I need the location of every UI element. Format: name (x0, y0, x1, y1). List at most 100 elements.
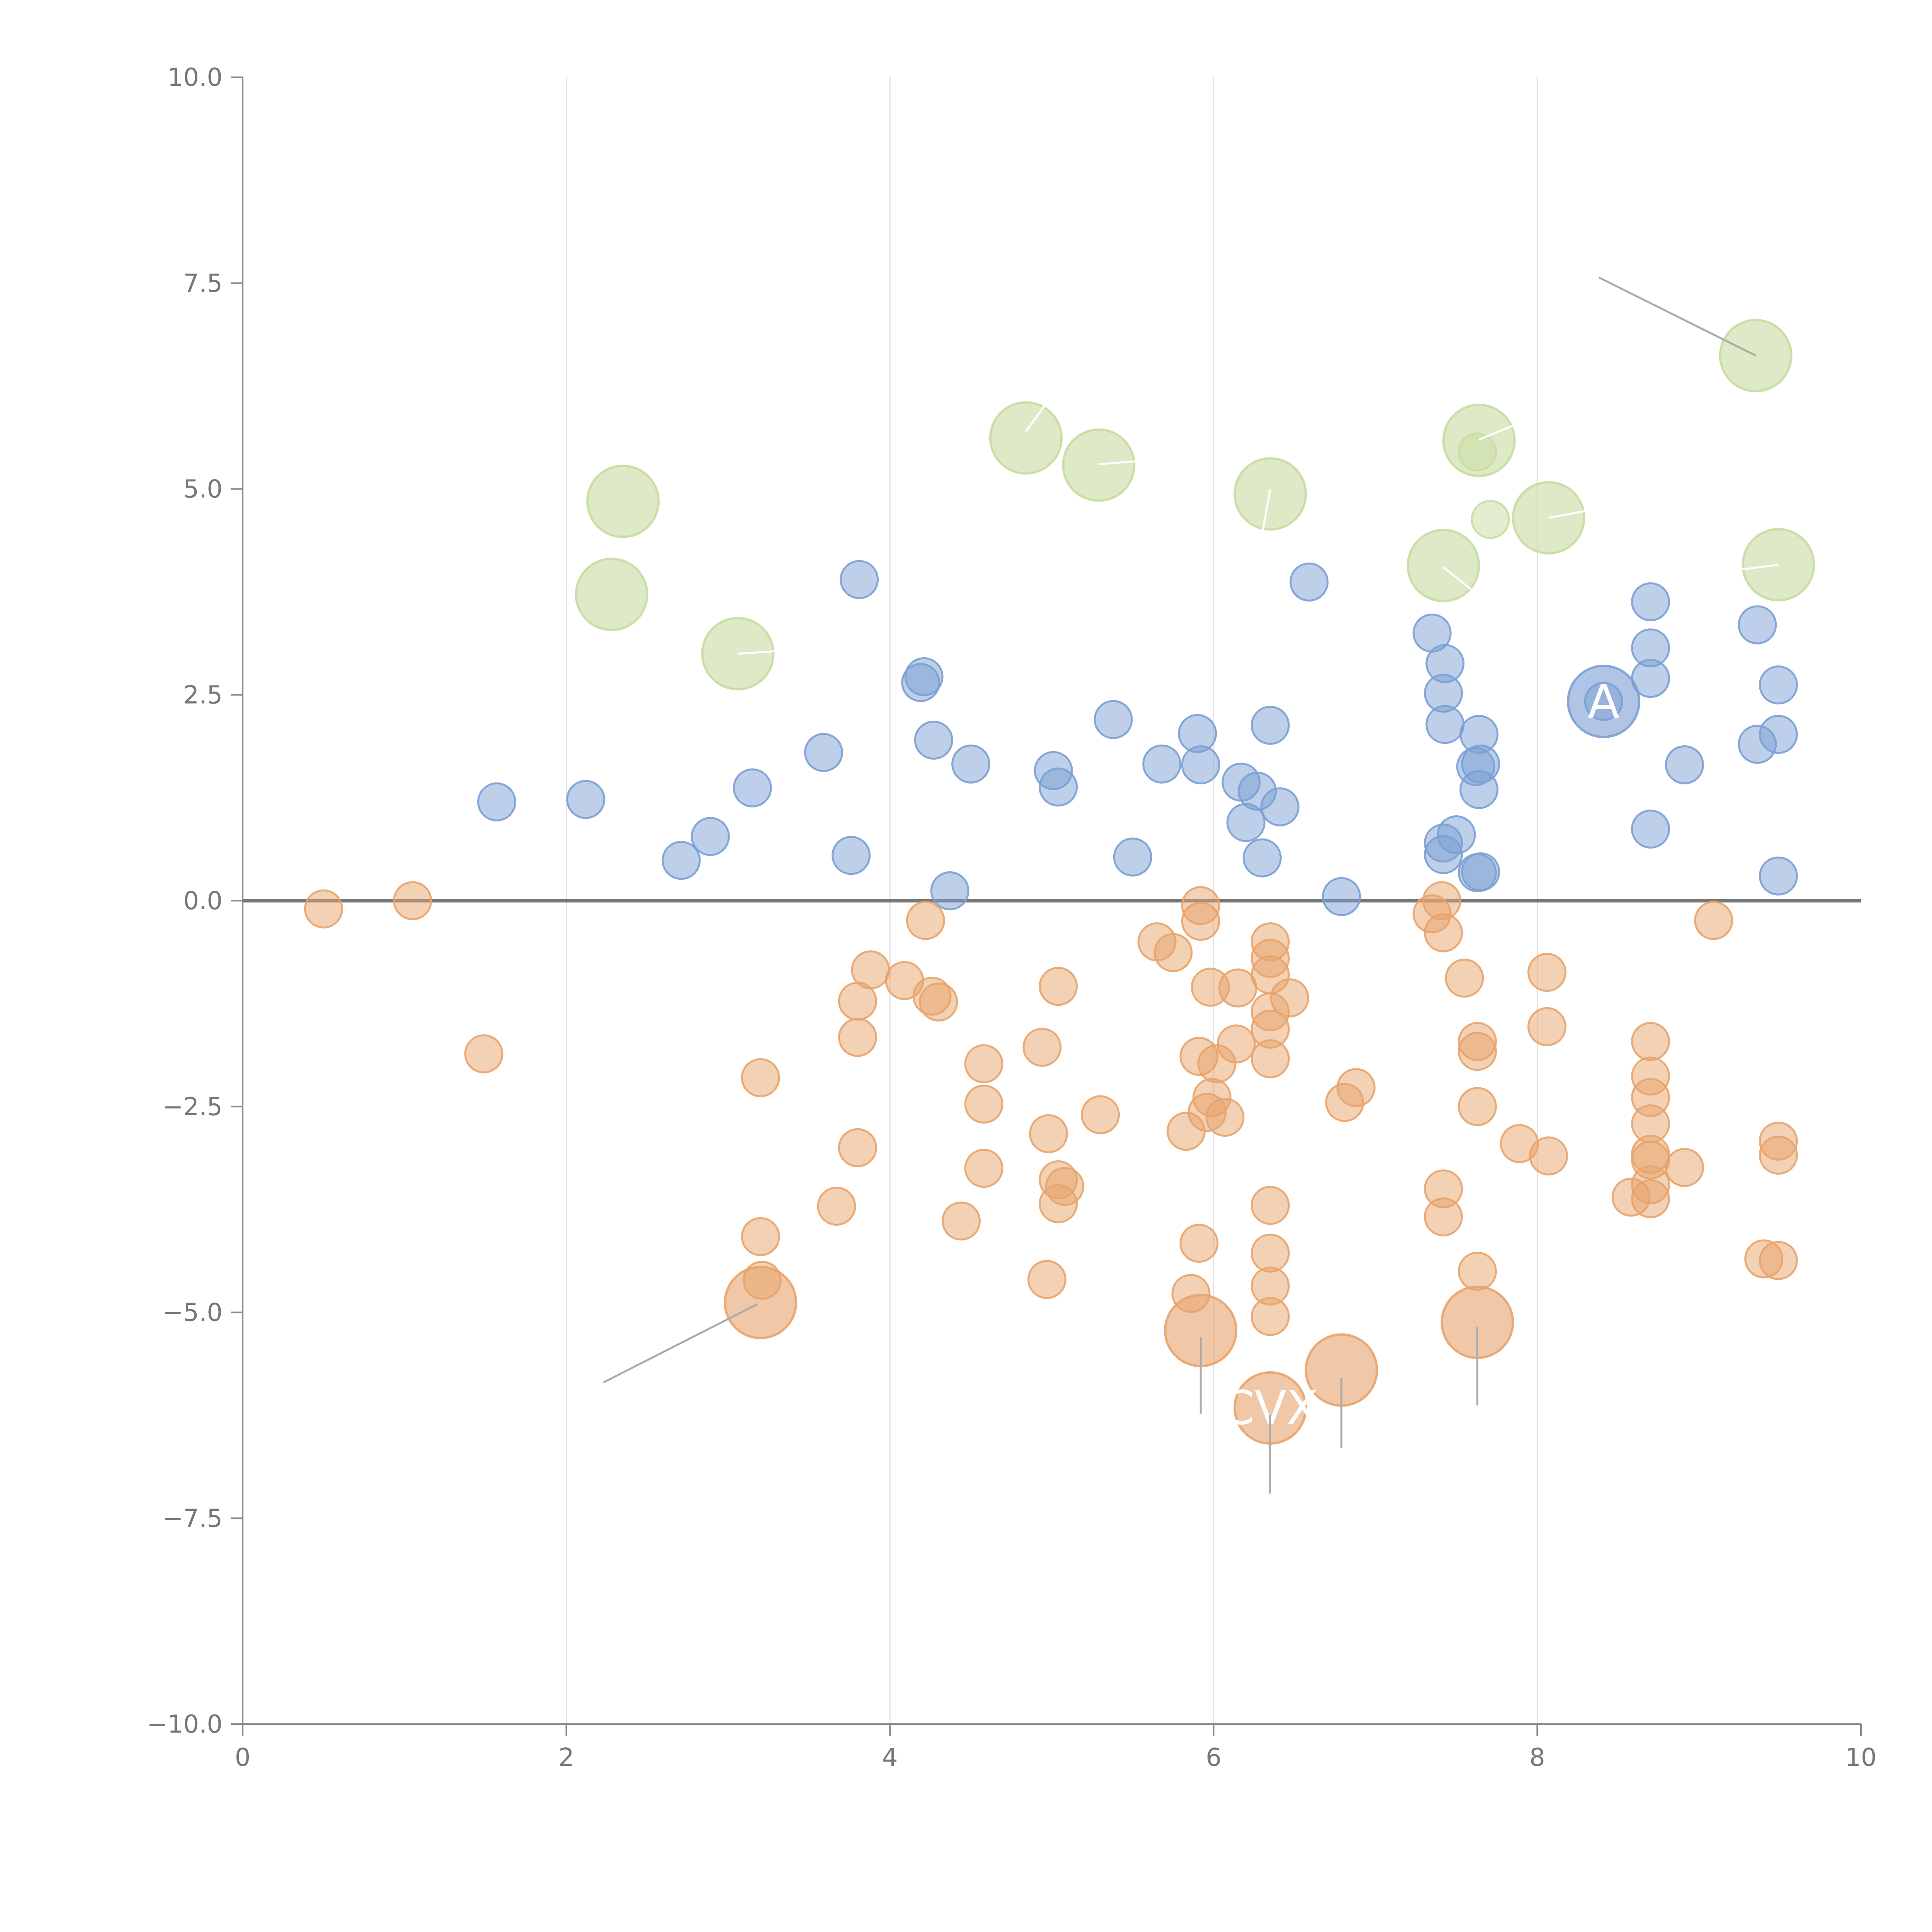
positive-point (1039, 767, 1078, 807)
positive-point (840, 560, 879, 599)
positive-point (1437, 815, 1476, 855)
y-tick-label: 2.5 (183, 681, 223, 709)
negative-point (393, 881, 432, 920)
negative-point (838, 1128, 877, 1167)
negative-point (741, 1058, 780, 1097)
negative-point (1759, 1241, 1798, 1280)
positive-point (1322, 877, 1361, 916)
negative-point (964, 1149, 1003, 1188)
negative-point (1665, 1148, 1704, 1187)
negative-point (1027, 1260, 1066, 1299)
negative-point (1216, 1024, 1256, 1064)
negative-point (838, 1018, 877, 1057)
leader-line (1598, 276, 1756, 357)
y-tick-label: 5.0 (183, 475, 223, 504)
negative-point (964, 1044, 1003, 1083)
positive-point (930, 871, 969, 910)
x-tick-label: 2 (558, 1743, 574, 1772)
y-tick-label: −10.0 (147, 1710, 223, 1739)
positive-point (566, 780, 605, 819)
negative-point (1270, 978, 1310, 1017)
negative-point (964, 1084, 1003, 1124)
positive-point (1094, 700, 1133, 739)
negative-point (1250, 1297, 1290, 1336)
leader-line (603, 1303, 758, 1383)
x-tick-label: 8 (1529, 1743, 1545, 1772)
negative-point (919, 982, 958, 1022)
negative-point (1250, 1185, 1290, 1225)
highlighted-point (1406, 529, 1480, 602)
positive-point (951, 744, 991, 784)
axes: 0 2 4 6 8 10 10.0 7.5 5.0 2.5 0.0 −2.5 −5.0 −7.5 −10.0 (147, 63, 1877, 1772)
positive-point (832, 836, 871, 875)
x-tick-label: 6 (1206, 1743, 1221, 1772)
negative-point (1631, 1022, 1670, 1061)
positive-point (904, 657, 944, 696)
positive-point (1242, 838, 1282, 878)
x-tick-label: 4 (882, 1743, 898, 1772)
negative-point (1153, 933, 1193, 972)
positive-point (1461, 744, 1500, 784)
negative-point (1022, 1027, 1062, 1067)
highlighted-point (989, 401, 1063, 475)
positive-point (1289, 562, 1329, 602)
positive-point (662, 841, 701, 880)
y-tick-label: 7.5 (183, 269, 223, 298)
negative-point (1205, 1097, 1245, 1137)
positive-point (477, 782, 517, 821)
point-label: A (1588, 675, 1619, 729)
leader-line (1442, 566, 1478, 595)
negative-point (1039, 967, 1078, 1006)
negative-point (1250, 1233, 1290, 1273)
negative-point (1458, 1032, 1497, 1071)
negative-point (1527, 952, 1567, 992)
negative-point (1181, 901, 1220, 941)
negative-point (1759, 1135, 1798, 1175)
highlighted-point (1062, 428, 1136, 502)
negative-point (851, 950, 890, 990)
negative-point (1458, 1087, 1497, 1126)
highlighted-point (1442, 403, 1516, 477)
negative-point (906, 901, 945, 940)
y-tick-label: −5.0 (163, 1299, 223, 1327)
negative-point (1527, 1007, 1567, 1046)
y-tick-label: 0.0 (183, 887, 223, 915)
highlighted-point (1512, 481, 1585, 555)
positive-point (1759, 856, 1798, 896)
negative-point (1445, 958, 1484, 998)
leader-line (1478, 418, 1530, 440)
x-tick-label: 10 (1845, 1743, 1876, 1772)
positive-point (1461, 852, 1500, 891)
positive-point (1631, 582, 1670, 621)
negative-point (1694, 901, 1733, 940)
positive-point (914, 720, 953, 760)
neutral-point (1471, 500, 1510, 539)
negative-point (817, 1187, 856, 1226)
leader-line (1025, 402, 1048, 432)
negative-point (1423, 913, 1463, 952)
positive-point (1759, 665, 1798, 705)
negative-point (741, 1217, 780, 1256)
positive-point (804, 733, 843, 772)
negative-point (1529, 1136, 1568, 1176)
negative-point (1631, 1179, 1670, 1218)
highlighted-point (724, 1265, 798, 1339)
negative-point (464, 1034, 503, 1073)
positive-point (1250, 706, 1290, 745)
y-tick-label: −2.5 (163, 1093, 223, 1121)
negative-point (304, 889, 343, 929)
y-tick-label: −7.5 (163, 1504, 223, 1533)
leader-line (738, 648, 801, 655)
positive-point (1181, 745, 1220, 784)
positive-point (1631, 810, 1670, 849)
highlighted-point (1567, 665, 1641, 738)
leader-line (1099, 459, 1149, 466)
positive-point (1759, 715, 1798, 754)
negative-point (1336, 1068, 1376, 1107)
positive-point (1425, 644, 1465, 683)
leader-line (1715, 564, 1779, 574)
leader-line (1261, 489, 1271, 535)
negative-point (1250, 1039, 1290, 1078)
negative-point (1039, 1184, 1078, 1223)
y-tick-label: 10.0 (168, 63, 223, 92)
